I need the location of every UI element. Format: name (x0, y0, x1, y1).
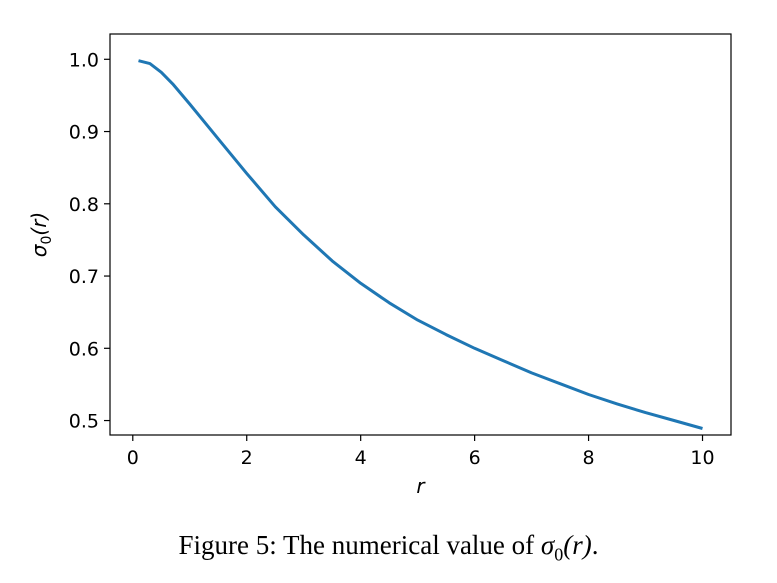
caption-math-subscript: 0 (554, 544, 564, 565)
plot-area (138, 59, 703, 430)
chart-figure: 0 2 4 6 8 10 0.50.60.70.80.91.0 r σ0(r) (27, 33, 732, 498)
x-tick-label: 6 (469, 447, 481, 469)
y-tick-label: 0.7 (69, 266, 99, 288)
y-tick-label: 0.8 (69, 194, 99, 216)
y-axis-label-tail: (r) (27, 212, 51, 236)
figure-caption: Figure 5: The numerical value of σ0(r). (0, 530, 777, 565)
axes-frame (109, 33, 732, 436)
caption-math-tail: (r) (563, 530, 592, 560)
y-axis: 0.5 0.6 0.7 0.8 0.9 1.0 (69, 49, 110, 433)
x-tick-label: 0 (127, 447, 139, 469)
caption-suffix: . (591, 530, 599, 560)
x-tick-label: 10 (690, 447, 714, 469)
y-tick-label: 1.0 (69, 49, 99, 71)
caption-prefix: Figure 5: The numerical value of (178, 530, 541, 560)
series-line-0 (138, 59, 703, 430)
x-tick-label: 8 (583, 447, 595, 469)
y-axis-label-subscript: 0 (39, 236, 55, 245)
caption-math-main: σ (540, 530, 555, 560)
x-tick-label: 4 (355, 447, 367, 469)
x-tick-label: 2 (241, 447, 253, 469)
x-axis: 0 2 4 6 8 10 (127, 435, 715, 469)
y-axis-label: σ0(r) (27, 212, 55, 257)
y-tick-label: 0.9 (69, 122, 99, 144)
y-tick-label: 0.5 (69, 411, 99, 433)
y-axis-label-main: σ (27, 243, 51, 257)
x-axis-label: r (416, 474, 426, 498)
y-tick-label: 0.6 (69, 338, 99, 360)
